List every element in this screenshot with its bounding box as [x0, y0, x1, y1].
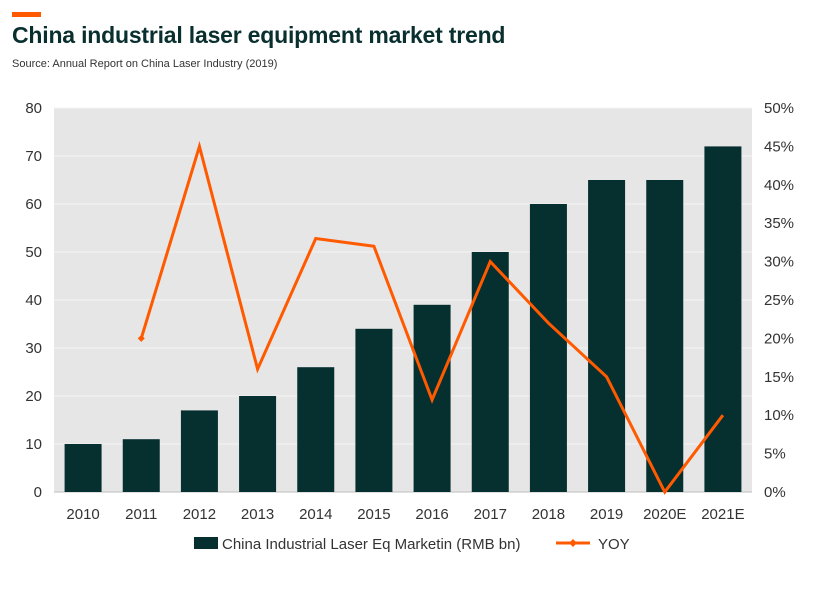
right-tick-label: 25% — [764, 292, 794, 309]
legend-line-label: YOY — [598, 536, 630, 553]
right-tick-label: 0% — [764, 484, 786, 501]
x-tick-label: 2019 — [590, 506, 623, 523]
right-tick-label: 30% — [764, 254, 794, 271]
accent-bar — [12, 12, 41, 17]
left-tick-label: 0 — [34, 484, 42, 501]
source-note: Source: Annual Report on China Laser Ind… — [12, 58, 278, 70]
bar-2021E — [704, 146, 742, 492]
legend-bar-label: China Industrial Laser Eq Marketin (RMB … — [222, 536, 520, 553]
left-tick-label: 10 — [25, 436, 42, 453]
x-tick-label: 2020E — [643, 506, 686, 523]
yoy-point-2011 — [137, 334, 145, 342]
yoy-line-series — [137, 140, 725, 495]
x-tick-label: 2014 — [299, 506, 332, 523]
right-tick-label: 15% — [764, 369, 794, 386]
right-tick-label: 5% — [764, 446, 786, 463]
right-tick-label: 50% — [764, 100, 794, 117]
bar-2012 — [180, 410, 218, 492]
bar-2013 — [239, 396, 277, 492]
right-tick-label: 45% — [764, 138, 794, 155]
x-tick-label: 2021E — [701, 506, 744, 523]
right-tick-label: 40% — [764, 177, 794, 194]
chart-title: China industrial laser equipment market … — [12, 22, 506, 48]
right-axis: 0% 5% 10% 15% 20% 25% 30% 35% 40% 45% 50% — [764, 100, 794, 501]
legend-bar-swatch — [194, 537, 218, 549]
left-tick-label: 40 — [25, 292, 42, 309]
x-tick-label: 2017 — [474, 506, 507, 523]
x-tick-label: 2016 — [415, 506, 448, 523]
x-axis: 2010 2011 2012 2013 2014 2015 2016 2017 2018 2019… — [66, 506, 744, 523]
left-axis: 0 10 20 30 40 50 60 70 80 — [25, 100, 42, 501]
bar-2019 — [588, 180, 626, 492]
plot-area — [54, 107, 752, 493]
x-tick-label: 2018 — [532, 506, 565, 523]
bar-2017 — [471, 252, 509, 492]
left-tick-label: 70 — [25, 148, 42, 165]
bar-2018 — [529, 204, 567, 492]
left-tick-label: 80 — [25, 100, 42, 117]
left-tick-label: 50 — [25, 244, 42, 261]
bar-2014 — [297, 367, 335, 492]
bar-2011 — [122, 439, 160, 492]
x-tick-label: 2011 — [125, 506, 157, 523]
left-tick-label: 30 — [25, 340, 42, 357]
right-tick-label: 10% — [764, 407, 794, 424]
bar-series — [64, 146, 742, 492]
bar-2020E — [646, 180, 684, 492]
bar-2015 — [355, 328, 393, 492]
left-tick-label: 60 — [25, 196, 42, 213]
legend: China Industrial Laser Eq Marketin (RMB … — [194, 536, 630, 553]
legend-line-marker — [569, 539, 577, 547]
left-tick-label: 20 — [25, 388, 42, 405]
x-tick-label: 2013 — [241, 506, 274, 523]
x-tick-label: 2015 — [357, 506, 390, 523]
x-tick-label: 2010 — [66, 506, 99, 523]
yoy-line — [139, 140, 725, 495]
right-tick-label: 20% — [764, 330, 794, 347]
bar-2010 — [64, 444, 102, 492]
right-tick-label: 35% — [764, 215, 794, 232]
x-tick-label: 2012 — [183, 506, 216, 523]
